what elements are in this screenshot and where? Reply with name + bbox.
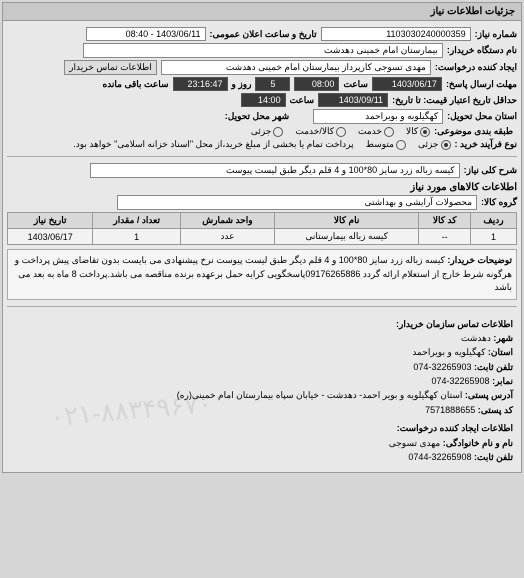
table-cell: کیسه زباله بیمارستانی <box>274 229 419 245</box>
items-table: ردیفکد کالانام کالاواحد شمارشتعداد / مقد… <box>7 212 517 245</box>
deadline-time: 08:00 <box>294 77 339 91</box>
need-title-field: کیسه زباله زرد سایز 80*100 و 4 قلم دیگر … <box>90 163 460 178</box>
purchase-rare-text: جزئی <box>418 139 439 150</box>
validity-time: 14:00 <box>241 93 286 107</box>
table-header: کد کالا <box>419 213 471 229</box>
table-header: واحد شمارش <box>181 213 275 229</box>
req-section-title: اطلاعات ایجاد کننده درخواست: <box>11 421 513 435</box>
main-panel: جزئیات اطلاعات نیاز شماره نیاز: 11030302… <box>2 2 522 473</box>
prov-v: کهگیلویه و بویراحمد <box>412 347 485 357</box>
deadline-time-label: ساعت <box>343 79 368 90</box>
remain-suffix: ساعت باقی مانده <box>102 79 168 90</box>
province-field: کهگیلویه و بویراحمد <box>313 109 443 124</box>
zip-v: 7571888655 <box>425 405 475 415</box>
purchase-rare-radio[interactable]: جزئی <box>418 139 451 150</box>
table-row: 1--کیسه زباله بیمارستانیعدد11403/06/17 <box>8 229 517 245</box>
table-header: ردیف <box>470 213 516 229</box>
deadline-label: مهلت ارسال پاسخ: <box>446 79 517 90</box>
city-label: شهر محل تحویل: <box>225 111 289 122</box>
panel-body: شماره نیاز: 1103030240000359 تاریخ و ساع… <box>3 21 521 472</box>
description-box: توضیحات خریدار: کیسه زباله زرد سایز 80*1… <box>7 249 517 300</box>
cat-both-text: کالا/خدمت <box>295 126 334 137</box>
cat-rare-text: جزئی <box>251 126 272 137</box>
need-no-field: 1103030240000359 <box>321 27 471 41</box>
post-v: استان کهگیلویه و بویر احمد- دهدشت - خیاب… <box>177 390 463 400</box>
remain-days-label: روز و <box>232 79 252 90</box>
cat-service-text: خدمت <box>358 126 382 137</box>
province-label: استان محل تحویل: <box>447 111 517 122</box>
items-section-title: اطلاعات کالاهای مورد نیاز <box>7 182 517 193</box>
tel-l: تلفن ثابت: <box>474 362 513 372</box>
tel2-l: تلفن ثابت: <box>474 452 513 462</box>
name-l: نام و نام خانوادگی: <box>443 438 513 448</box>
validity-date: 1403/09/11 <box>318 93 388 107</box>
cat-label-text: طبقه بندی موضوعی: <box>434 126 513 137</box>
validity-label: حداقل تاریخ اعتبار قیمت: تا تاریخ: <box>392 95 517 106</box>
panel-header: جزئیات اطلاعات نیاز <box>3 3 521 21</box>
org-label: نام دستگاه خریدار: <box>447 45 517 56</box>
cat-both-radio[interactable]: کالا/خدمت <box>295 126 346 137</box>
need-title-label: شرح کلی نیاز: <box>464 165 517 176</box>
tel-v: 32265903-074 <box>413 362 471 372</box>
need-no-label: شماره نیاز: <box>475 29 517 40</box>
table-cell: عدد <box>181 229 275 245</box>
remain-days: 5 <box>255 77 290 91</box>
purchase-mid-text: متوسط <box>366 139 394 150</box>
table-header: تاریخ نیاز <box>8 213 93 229</box>
zip-l: کد پستی: <box>478 405 513 415</box>
table-header: نام کالا <box>274 213 419 229</box>
purchase-note: پرداخت تمام یا بخشی از مبلغ خرید،از محل … <box>73 139 353 150</box>
cat-service-radio[interactable]: خدمت <box>358 126 394 137</box>
prov-l: استان: <box>488 347 513 357</box>
table-cell: 1 <box>93 229 181 245</box>
footer-block: اطلاعات تماس سازمان خریدار: شهر: دهدشت ا… <box>7 313 517 469</box>
validity-time-label: ساعت <box>290 95 315 106</box>
table-header: تعداد / مقدار <box>93 213 181 229</box>
fax-l: نمابر: <box>492 376 513 386</box>
city-v: دهدشت <box>461 333 491 343</box>
tel2-v: 32265908-0744 <box>408 452 471 462</box>
contact-button[interactable]: اطلاعات تماس خریدار <box>64 60 157 75</box>
table-cell: -- <box>419 229 471 245</box>
city-l: شهر: <box>493 333 513 343</box>
desc-label: توضیحات خریدار: <box>447 255 512 265</box>
announce-label: تاریخ و ساعت اعلان عمومی: <box>210 29 317 40</box>
purchase-type-label: نوع فرآیند خرید : <box>455 139 518 150</box>
creator-label: ایجاد کننده درخواست: <box>435 62 517 73</box>
cat-goods-radio[interactable]: کالا <box>406 126 430 137</box>
remain-time: 23:16:47 <box>173 77 228 91</box>
deadline-date: 1403/06/17 <box>372 77 442 91</box>
announce-field: 1403/06/11 - 08:40 <box>86 27 206 41</box>
addr-section-title: اطلاعات تماس سازمان خریدار: <box>11 317 513 331</box>
creator-field: مهدی تسوجی کارپرداز بیمارستان امام خمینی… <box>161 60 431 75</box>
name-v: مهدی تسوجی <box>389 438 441 448</box>
purchase-mid-radio[interactable]: متوسط <box>366 139 406 150</box>
table-cell: 1 <box>470 229 516 245</box>
cat-goods-text: کالا <box>406 126 418 137</box>
post-l: آدرس پستی: <box>465 390 513 400</box>
table-cell: 1403/06/17 <box>8 229 93 245</box>
group-label: گروه کالا: <box>481 197 517 208</box>
fax-v: 32265908-074 <box>431 376 489 386</box>
group-field: محصولات آرایشی و بهداشتی <box>117 195 477 210</box>
cat-rare-radio[interactable]: جزئی <box>251 126 284 137</box>
org-field: بیمارستان امام خمینی دهدشت <box>83 43 443 58</box>
desc-text: کیسه زباله زرد سایز 80*100 و 4 قلم دیگر … <box>15 255 512 292</box>
